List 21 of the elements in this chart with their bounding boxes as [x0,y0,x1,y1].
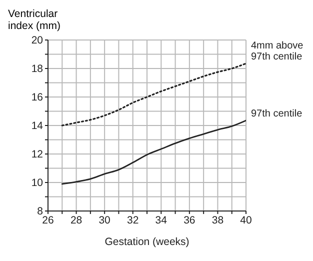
y-tick-label: 14 [31,120,44,132]
line-series [61,120,246,185]
y-axis-title: Ventricular index (mm) [8,8,62,32]
y-tick-label: 18 [31,63,44,76]
y-tick-label: 16 [31,92,44,104]
x-tick-label: 28 [70,214,82,226]
y-tick-label: 20 [31,34,44,47]
x-tick-label: 36 [184,214,196,226]
x-tick-label: 40 [240,214,252,226]
x-tick-label: 26 [42,214,54,226]
series-label: 4mm above 97th centile [251,40,304,63]
x-tick-label: 34 [155,214,168,226]
series-label: 97th centile [251,108,303,120]
line-series [61,62,246,126]
x-axis-title: Gestation (weeks) [104,236,190,248]
y-tick-label: 8 [37,206,44,218]
x-tick-label: 30 [98,214,111,226]
x-tick-label: 38 [212,214,224,226]
y-tick-label: 10 [31,177,44,190]
y-tick-label: 12 [31,148,44,161]
x-tick-label: 32 [127,214,139,226]
